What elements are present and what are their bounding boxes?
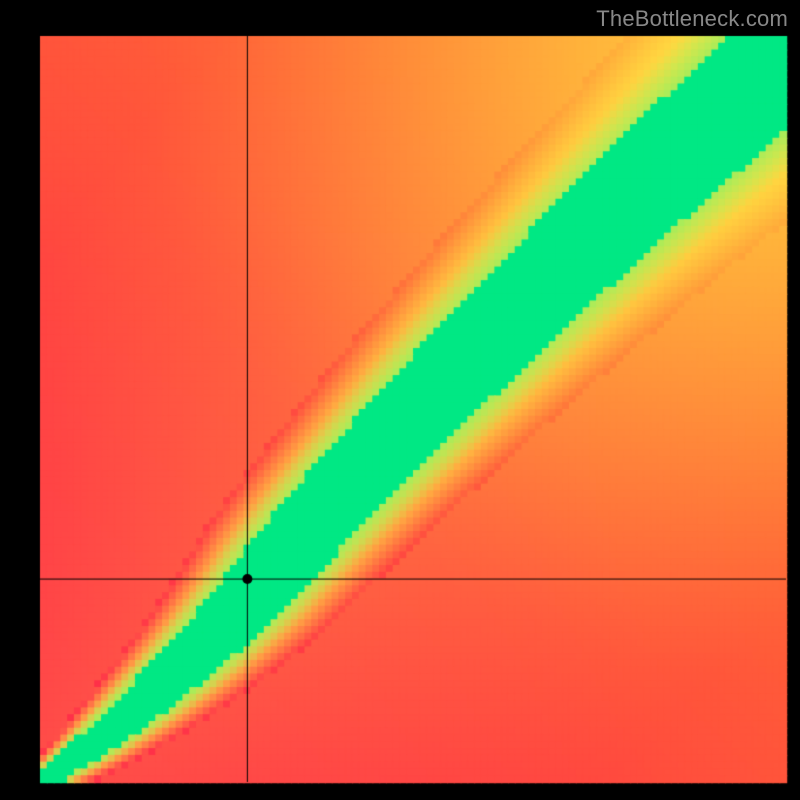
watermark-text: TheBottleneck.com [596,6,788,32]
bottleneck-heatmap [0,0,800,800]
chart-container: TheBottleneck.com [0,0,800,800]
